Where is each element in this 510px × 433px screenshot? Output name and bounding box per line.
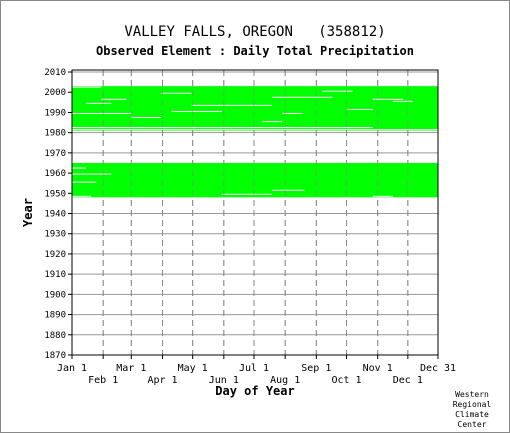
missing-data-gap bbox=[86, 102, 112, 104]
missing-data-gap bbox=[72, 86, 102, 88]
missing-data-gap bbox=[372, 98, 403, 100]
x-tick-label-top: Jul 1 bbox=[239, 363, 269, 374]
x-tick-label-top: Sep 1 bbox=[301, 363, 331, 374]
missing-data-gap bbox=[322, 90, 353, 92]
y-tick-label: 1910 bbox=[44, 270, 66, 280]
x-axis-title: Day of Year bbox=[215, 384, 294, 398]
missing-data-gap bbox=[161, 92, 192, 94]
y-tick-label: 1970 bbox=[44, 149, 66, 159]
missing-data-gap bbox=[392, 100, 413, 102]
x-tick-label-top: Nov 1 bbox=[363, 363, 393, 374]
missing-data-gap bbox=[347, 108, 373, 110]
x-tick-label-bottom: Dec 1 bbox=[393, 375, 423, 386]
missing-data-gap bbox=[272, 189, 305, 191]
y-axis-title: Year bbox=[21, 198, 35, 227]
x-tick-label-top: May 1 bbox=[178, 363, 208, 374]
y-tick-label: 1870 bbox=[44, 351, 66, 361]
chart-subtitle: Observed Element : Daily Total Precipita… bbox=[96, 44, 414, 58]
y-tick-label: 1900 bbox=[44, 290, 66, 300]
missing-data-gap bbox=[282, 112, 303, 114]
missing-data-gap bbox=[72, 173, 112, 175]
x-tick-label-top: Dec 31 bbox=[420, 363, 456, 374]
missing-data-gap bbox=[72, 167, 87, 169]
missing-data-gap bbox=[272, 96, 333, 98]
x-tick-label-bottom: Apr 1 bbox=[147, 375, 177, 386]
credit-line-3: Climate bbox=[455, 410, 489, 419]
x-tick-label-bottom: Jun 1 bbox=[209, 375, 239, 386]
y-tick-label: 1880 bbox=[44, 331, 66, 341]
x-tick-label-top: Mar 1 bbox=[116, 363, 146, 374]
coverage-block bbox=[72, 86, 438, 131]
y-tick-label: 1920 bbox=[44, 250, 66, 260]
missing-data-gap bbox=[262, 121, 283, 123]
missing-data-gap bbox=[131, 116, 162, 119]
x-tick-label-bottom: Oct 1 bbox=[331, 375, 361, 386]
y-tick-label: 1940 bbox=[44, 210, 66, 220]
missing-data-gap bbox=[191, 104, 273, 106]
missing-data-gap bbox=[171, 110, 222, 112]
missing-data-gap bbox=[221, 193, 273, 195]
x-tick-label-top: Jan 1 bbox=[57, 363, 87, 374]
y-tick-label: 1990 bbox=[44, 108, 66, 118]
missing-data-gap bbox=[101, 98, 127, 100]
missing-data-gap bbox=[72, 181, 97, 183]
missing-data-gap bbox=[72, 127, 373, 129]
y-tick-label: 1980 bbox=[44, 129, 66, 139]
y-tick-label: 2010 bbox=[44, 68, 66, 78]
y-tick-label: 2000 bbox=[44, 88, 66, 98]
missing-data-gap bbox=[72, 195, 92, 197]
missing-data-gap bbox=[372, 195, 393, 197]
coverage-block bbox=[72, 162, 438, 198]
y-tick-label: 1890 bbox=[44, 311, 66, 321]
wrcc-credit: Western Regional Climate Center bbox=[446, 390, 498, 430]
y-tick-label: 1960 bbox=[44, 169, 66, 179]
x-tick-label-bottom: Aug 1 bbox=[270, 375, 300, 386]
chart-title: VALLEY FALLS, OREGON (358812) bbox=[124, 24, 386, 40]
y-tick-label: 1950 bbox=[44, 189, 66, 199]
x-tick-label-bottom: Feb 1 bbox=[88, 375, 118, 386]
missing-data-gap bbox=[72, 129, 438, 131]
missing-data-gap bbox=[72, 112, 132, 114]
credit-line-1: Western bbox=[455, 390, 489, 399]
y-tick-label: 1930 bbox=[44, 230, 66, 240]
credit-line-2: Regional bbox=[452, 400, 492, 409]
credit-line-4: Center bbox=[457, 420, 487, 429]
plot-border bbox=[71, 69, 439, 356]
